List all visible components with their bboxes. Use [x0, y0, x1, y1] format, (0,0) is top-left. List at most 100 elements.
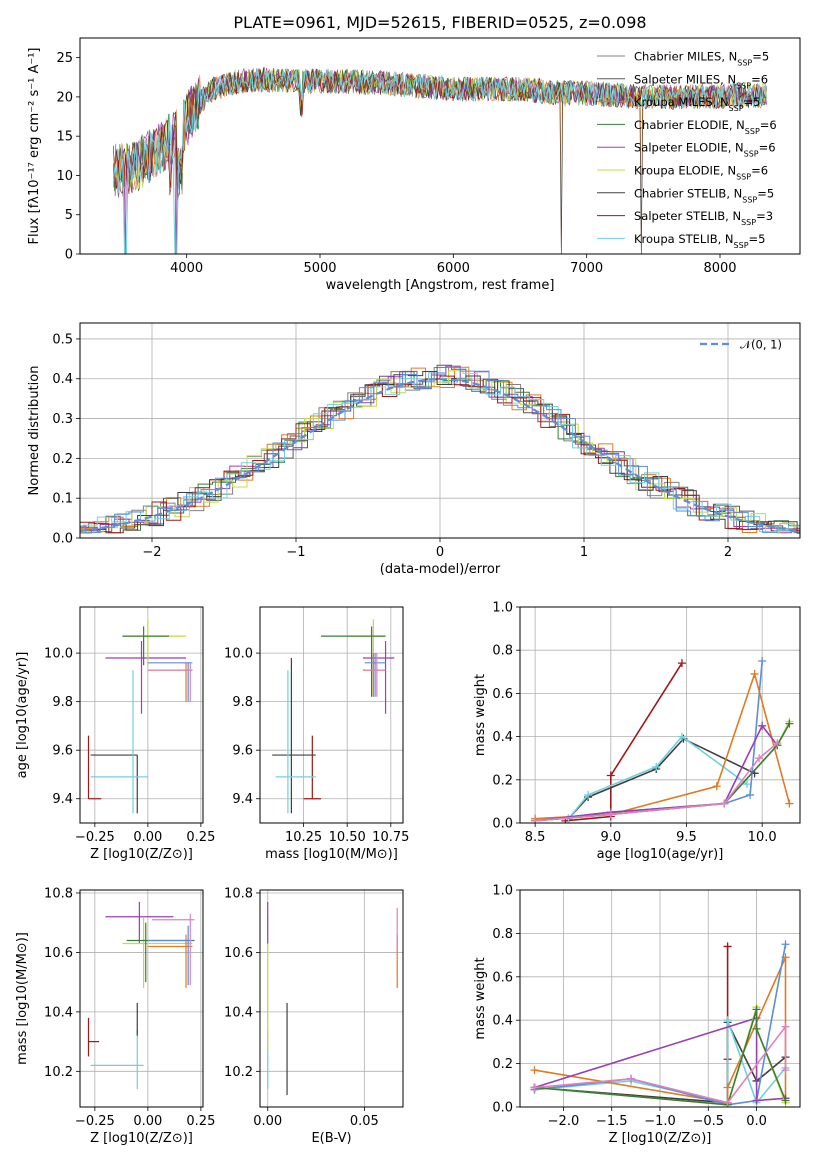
legend-entry: Kroupa STELIB, NSSP=5: [634, 232, 765, 250]
mass_weight_vs_age-chart: 8.5 9.0 9.5 10.0 0.0 0.2 0.4 0.6 0.8 1.0 age [log1…: [473, 601, 801, 862]
errorbar-point: [272, 657, 316, 814]
y-tick-label: 0: [65, 248, 73, 263]
y-tick-label: 10.0: [224, 647, 253, 662]
y-tick-label: 0.0: [492, 1101, 513, 1116]
weight-point-marker: [752, 1005, 761, 1014]
y-tick-label: 0.4: [52, 372, 73, 387]
y-tick-label: 15: [56, 130, 73, 145]
weight-point-marker: [712, 782, 721, 791]
y-tick-label: 10.6: [44, 946, 73, 961]
x-tick-label: 0.25: [186, 830, 215, 845]
errorbar-point: [122, 916, 193, 989]
weight-series-line: [534, 1019, 787, 1105]
histogram-series: [80, 372, 800, 533]
y-tick-label: 10.0: [44, 647, 73, 662]
axes-frame: [79, 322, 801, 539]
axes-frame: [259, 889, 404, 1108]
y-tick-label: 1.0: [492, 601, 513, 616]
y-tick-label: 10.4: [224, 1005, 253, 1020]
spectrum-series-line: [113, 68, 767, 254]
x-axis-label: mass [log10(M/M⊙)]: [265, 847, 398, 862]
x-tick-label: −0.25: [75, 1114, 115, 1129]
x-axis-label: age [log10(age/yr)]: [597, 847, 724, 862]
legend-entry: Salpeter MILES, NSSP=6: [634, 72, 768, 90]
y-tick-label: 0.0: [492, 817, 513, 832]
y-tick-label: 0.5: [52, 332, 73, 347]
errorbar-point: [90, 670, 148, 814]
mass_vs_Z-chart: −0.25 0.00 0.25 10.2 10.4 10.6 10.8 Z [log10(Z/…: [15, 886, 215, 1146]
x-axis-label: Z [log10(Z/Z⊙)]: [90, 1131, 193, 1146]
weight-point-marker: [677, 732, 686, 741]
weight-point-marker: [606, 810, 615, 819]
y-axis-label: Normed distribution: [27, 366, 42, 496]
errorbar-point: [87, 735, 102, 800]
weight-point-marker: [530, 1066, 539, 1075]
x-tick-label: −0.5: [692, 1114, 724, 1129]
axes-frame: [79, 889, 204, 1108]
plot-area: [112, 67, 768, 254]
y-tick-label: 20: [56, 90, 73, 105]
x-tick-label: 4000: [170, 261, 203, 276]
y-tick-label: 25: [56, 51, 73, 66]
errorbar-point: [362, 653, 386, 697]
plot-area: [272, 619, 395, 814]
y-axis-label: mass weight: [473, 957, 488, 1039]
x-tick-label: 10.25: [285, 830, 322, 845]
legend-entry: Salpeter ELODIE, NSSP=6: [634, 141, 776, 159]
legend-entry: Kroupa ELODIE, NSSP=6: [634, 164, 768, 182]
y-tick-label: 10: [56, 169, 73, 184]
legend-entry: Salpeter STELIB, NSSP=3: [634, 209, 773, 227]
plot-area: [531, 657, 794, 823]
spectrum-series-line: [112, 67, 768, 254]
weight-point-marker: [785, 799, 794, 808]
y-axis-label: mass [log10(M/M⊙)]: [15, 932, 30, 1065]
x-tick-label: 1: [580, 545, 588, 560]
x-tick-label: 8000: [703, 261, 736, 276]
spectrum-chart: 4000 5000 6000 7000 8000 0 5 10 15 20 25 wavelength…: [27, 13, 801, 293]
errorbar-point: [303, 735, 322, 800]
x-tick-label: 0.00: [133, 1114, 162, 1129]
x-tick-label: 10.0: [748, 830, 777, 845]
chart-title: PLATE=0961, MJD=52615, FIBERID=0525, z=0…: [233, 13, 646, 32]
x-tick-label: 7000: [570, 261, 603, 276]
weight-point-marker: [781, 1022, 790, 1031]
errorbar-point: [122, 626, 170, 666]
errorbar-point: [147, 925, 193, 986]
histogram-series: [80, 375, 800, 534]
y-tick-label: 0.6: [492, 970, 513, 985]
x-tick-label: 2: [724, 545, 732, 560]
mass_weight_vs_Z-chart: −2.0 −1.5 −1.0 −0.5 0.0 0.0 0.2 0.4 0.6 0.8 1.0 Z […: [473, 884, 801, 1146]
x-tick-label: 10.50: [329, 830, 366, 845]
y-tick-label: 9.6: [232, 744, 253, 759]
weight-point-marker: [758, 721, 767, 730]
weight-series-line: [534, 1016, 786, 1102]
x-tick-label: 8.5: [525, 830, 546, 845]
y-tick-label: 0.4: [492, 730, 513, 745]
y-tick-label: 0.8: [492, 927, 513, 942]
x-axis-label: wavelength [Angstrom, rest frame]: [326, 278, 555, 293]
x-tick-label: 0.0: [746, 1114, 767, 1129]
weight-point-marker: [606, 771, 615, 780]
errorbar-point: [90, 754, 138, 814]
plot-area: [267, 901, 398, 1096]
weight-point-marker: [758, 657, 767, 665]
weight-point-marker: [785, 719, 794, 728]
weight-point-marker: [531, 816, 540, 823]
weight-point-marker: [743, 780, 752, 789]
weight-point-marker: [652, 762, 661, 771]
y-tick-label: 0.8: [492, 644, 513, 659]
y-tick-label: 9.4: [232, 792, 253, 807]
x-tick-label: 6000: [437, 261, 470, 276]
x-axis-label: E(B-V): [311, 1131, 351, 1146]
weight-point-marker: [530, 1083, 539, 1092]
normal-reference-curve: [80, 378, 800, 533]
legend-entry: 𝒩(0, 1): [740, 338, 782, 352]
weight-point-marker: [723, 942, 732, 951]
x-tick-label: 9.0: [600, 830, 621, 845]
y-tick-label: 0.4: [492, 1014, 513, 1029]
axes-frame: [519, 889, 801, 1108]
y-tick-label: 9.8: [232, 695, 253, 710]
weight-point-marker: [584, 790, 593, 799]
x-tick-label: −2: [142, 545, 161, 560]
